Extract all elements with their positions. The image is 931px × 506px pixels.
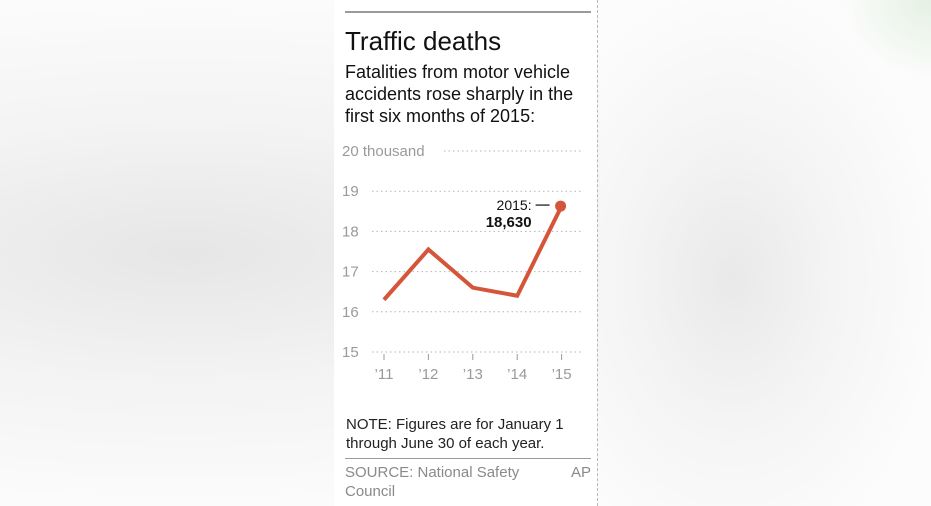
x-axis: ’11 ’12 ’13 ’14 ’15 [375,354,572,383]
chart-title: Traffic deaths [345,26,502,56]
line-chart: 15 16 17 18 19 20 thousand ’11 ’12 ’13 ’14 ’15 20… [342,143,581,383]
background-corner [841,0,931,80]
graphic-panel [334,0,597,506]
y-tick-label: 18 [342,223,359,240]
y-tick-label: 20 thousand [342,143,425,160]
grid-layer [372,150,581,353]
data-point-2015 [555,200,567,212]
y-tick-labels: 15 16 17 18 19 20 thousand [342,143,425,361]
annotation-value: 18,630 [486,214,532,231]
y-tick-label: 15 [342,344,359,361]
x-tick-label: ’14 [507,366,527,383]
annotation-label: 2015: [497,197,532,213]
series-line [382,205,564,302]
x-tick-label: ’15 [552,366,572,383]
x-tick-label: ’12 [418,366,438,383]
x-tick-label: ’11 [375,366,394,383]
y-tick-label: 16 [342,304,359,321]
agency-credit: AP [571,464,592,481]
chart-subtitle: Fatalities from motor vehicle accidents … [345,62,574,126]
series-layer [382,205,564,302]
y-tick-label: 17 [342,264,359,281]
chart-note: NOTE: Figures are for January 1 through … [346,416,564,452]
source-credit: SOURCE: National Safety Council [345,464,520,500]
bottom-rule [345,458,591,459]
background-right [600,0,931,506]
top-rule [345,11,591,13]
panel-border [597,0,598,506]
annotation-layer: 2015:18,630 [486,197,567,231]
y-tick-label: 19 [342,183,359,200]
x-tick-label: ’13 [463,366,483,383]
